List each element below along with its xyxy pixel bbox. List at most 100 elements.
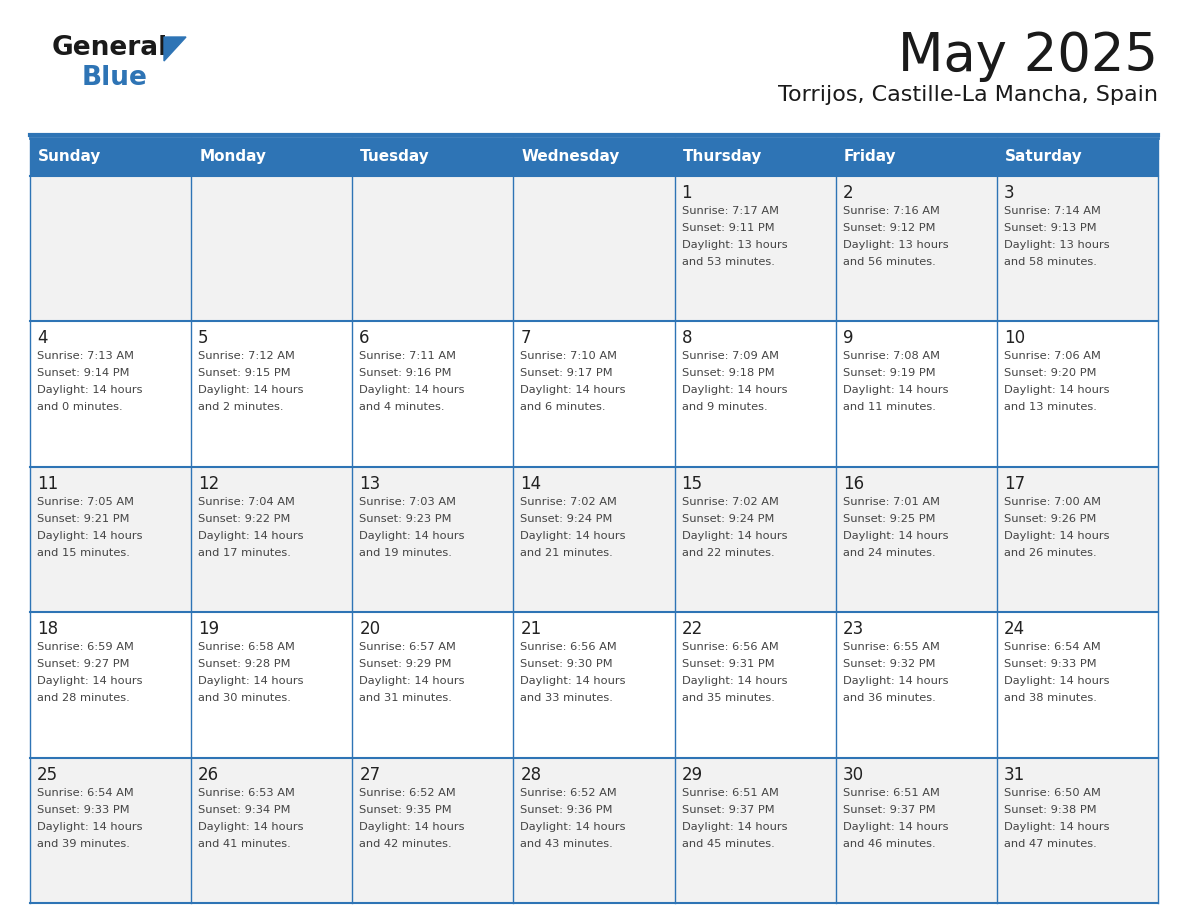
Text: Sunset: 9:21 PM: Sunset: 9:21 PM — [37, 514, 129, 524]
Bar — [835, 612, 997, 757]
Text: Daylight: 14 hours: Daylight: 14 hours — [198, 677, 304, 686]
Text: and 22 minutes.: and 22 minutes. — [682, 548, 775, 558]
Text: and 38 minutes.: and 38 minutes. — [1004, 693, 1097, 703]
Bar — [513, 757, 675, 903]
Text: Friday: Friday — [843, 150, 896, 164]
Text: Sunset: 9:14 PM: Sunset: 9:14 PM — [37, 368, 129, 378]
Bar — [191, 138, 353, 176]
Text: Monday: Monday — [200, 150, 266, 164]
Text: Daylight: 14 hours: Daylight: 14 hours — [37, 386, 143, 396]
Text: Sunrise: 6:56 AM: Sunrise: 6:56 AM — [682, 643, 778, 652]
Text: and 4 minutes.: and 4 minutes. — [359, 402, 444, 412]
Text: Daylight: 14 hours: Daylight: 14 hours — [682, 677, 788, 686]
Text: Sunset: 9:24 PM: Sunset: 9:24 PM — [682, 514, 773, 524]
Text: Sunrise: 7:02 AM: Sunrise: 7:02 AM — [682, 497, 778, 507]
Text: Sunset: 9:37 PM: Sunset: 9:37 PM — [682, 804, 775, 814]
Text: Sunset: 9:32 PM: Sunset: 9:32 PM — [842, 659, 935, 669]
Text: 24: 24 — [1004, 621, 1025, 638]
Polygon shape — [164, 37, 187, 61]
Text: Sunset: 9:18 PM: Sunset: 9:18 PM — [682, 368, 775, 378]
Text: 6: 6 — [359, 330, 369, 347]
Text: 26: 26 — [198, 766, 220, 784]
Bar — [353, 612, 513, 757]
Text: and 19 minutes.: and 19 minutes. — [359, 548, 453, 558]
Bar — [353, 321, 513, 466]
Text: and 58 minutes.: and 58 minutes. — [1004, 257, 1097, 267]
Bar — [191, 466, 353, 612]
Text: Daylight: 14 hours: Daylight: 14 hours — [682, 822, 788, 832]
Text: 29: 29 — [682, 766, 702, 784]
Text: Daylight: 14 hours: Daylight: 14 hours — [198, 386, 304, 396]
Text: Sunrise: 6:59 AM: Sunrise: 6:59 AM — [37, 643, 134, 652]
Text: Sunset: 9:20 PM: Sunset: 9:20 PM — [1004, 368, 1097, 378]
Text: Daylight: 14 hours: Daylight: 14 hours — [842, 531, 948, 541]
Text: 31: 31 — [1004, 766, 1025, 784]
Bar — [30, 138, 191, 176]
Text: Sunrise: 7:01 AM: Sunrise: 7:01 AM — [842, 497, 940, 507]
Text: Daylight: 14 hours: Daylight: 14 hours — [682, 386, 788, 396]
Text: 25: 25 — [37, 766, 58, 784]
Bar — [513, 612, 675, 757]
Text: 1: 1 — [682, 184, 693, 202]
Bar — [997, 138, 1158, 176]
Text: Sunrise: 7:03 AM: Sunrise: 7:03 AM — [359, 497, 456, 507]
Text: Sunset: 9:37 PM: Sunset: 9:37 PM — [842, 804, 935, 814]
Text: Sunrise: 7:16 AM: Sunrise: 7:16 AM — [842, 206, 940, 216]
Bar — [997, 176, 1158, 321]
Text: and 9 minutes.: and 9 minutes. — [682, 402, 767, 412]
Text: Sunset: 9:38 PM: Sunset: 9:38 PM — [1004, 804, 1097, 814]
Bar — [513, 176, 675, 321]
Text: 27: 27 — [359, 766, 380, 784]
Text: Sunrise: 7:04 AM: Sunrise: 7:04 AM — [198, 497, 295, 507]
Bar — [30, 612, 191, 757]
Text: and 42 minutes.: and 42 minutes. — [359, 839, 451, 848]
Text: 5: 5 — [198, 330, 209, 347]
Text: and 21 minutes.: and 21 minutes. — [520, 548, 613, 558]
Text: Sunrise: 6:50 AM: Sunrise: 6:50 AM — [1004, 788, 1101, 798]
Text: Sunset: 9:29 PM: Sunset: 9:29 PM — [359, 659, 451, 669]
Bar — [835, 138, 997, 176]
Text: Sunset: 9:31 PM: Sunset: 9:31 PM — [682, 659, 775, 669]
Text: 19: 19 — [198, 621, 220, 638]
Bar — [675, 321, 835, 466]
Bar — [191, 176, 353, 321]
Text: Daylight: 13 hours: Daylight: 13 hours — [682, 240, 788, 250]
Text: Sunrise: 6:52 AM: Sunrise: 6:52 AM — [520, 788, 618, 798]
Text: 11: 11 — [37, 475, 58, 493]
Bar — [835, 757, 997, 903]
Text: and 28 minutes.: and 28 minutes. — [37, 693, 129, 703]
Text: 14: 14 — [520, 475, 542, 493]
Text: Torrijos, Castille-La Mancha, Spain: Torrijos, Castille-La Mancha, Spain — [778, 85, 1158, 105]
Text: and 2 minutes.: and 2 minutes. — [198, 402, 284, 412]
Text: Sunset: 9:28 PM: Sunset: 9:28 PM — [198, 659, 291, 669]
Bar — [30, 466, 191, 612]
Bar — [675, 612, 835, 757]
Text: and 35 minutes.: and 35 minutes. — [682, 693, 775, 703]
Bar — [353, 757, 513, 903]
Bar — [997, 466, 1158, 612]
Text: Wednesday: Wednesday — [522, 150, 620, 164]
Text: Daylight: 14 hours: Daylight: 14 hours — [682, 531, 788, 541]
Text: 4: 4 — [37, 330, 48, 347]
Text: and 31 minutes.: and 31 minutes. — [359, 693, 453, 703]
Text: Sunday: Sunday — [38, 150, 101, 164]
Text: Blue: Blue — [82, 65, 147, 91]
Text: Sunset: 9:27 PM: Sunset: 9:27 PM — [37, 659, 129, 669]
Bar — [353, 176, 513, 321]
Text: and 56 minutes.: and 56 minutes. — [842, 257, 935, 267]
Bar — [997, 612, 1158, 757]
Text: Daylight: 13 hours: Daylight: 13 hours — [1004, 240, 1110, 250]
Text: Daylight: 14 hours: Daylight: 14 hours — [842, 822, 948, 832]
Text: Daylight: 14 hours: Daylight: 14 hours — [37, 822, 143, 832]
Text: and 41 minutes.: and 41 minutes. — [198, 839, 291, 848]
Bar — [191, 321, 353, 466]
Text: 17: 17 — [1004, 475, 1025, 493]
Text: Sunrise: 7:10 AM: Sunrise: 7:10 AM — [520, 352, 618, 362]
Text: Sunset: 9:23 PM: Sunset: 9:23 PM — [359, 514, 451, 524]
Text: Sunset: 9:26 PM: Sunset: 9:26 PM — [1004, 514, 1097, 524]
Text: Daylight: 14 hours: Daylight: 14 hours — [359, 677, 465, 686]
Text: and 13 minutes.: and 13 minutes. — [1004, 402, 1097, 412]
Text: Sunset: 9:13 PM: Sunset: 9:13 PM — [1004, 223, 1097, 233]
Text: Sunset: 9:22 PM: Sunset: 9:22 PM — [198, 514, 291, 524]
Bar — [835, 466, 997, 612]
